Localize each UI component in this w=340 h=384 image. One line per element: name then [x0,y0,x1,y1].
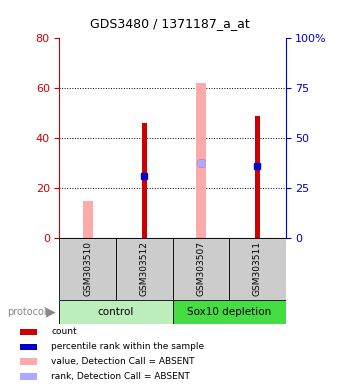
Bar [59,238,116,300]
Text: control: control [98,307,134,317]
Text: ▶: ▶ [46,306,55,318]
Text: value, Detection Call = ABSENT: value, Detection Call = ABSENT [51,357,194,366]
Text: protocol: protocol [7,307,47,317]
Text: GSM303507: GSM303507 [196,241,205,296]
Bar [59,300,173,324]
Text: rank, Detection Call = ABSENT: rank, Detection Call = ABSENT [51,372,190,381]
Bar [142,123,147,238]
Bar [116,238,173,300]
Text: GSM303510: GSM303510 [83,241,92,296]
Text: Sox10 depletion: Sox10 depletion [187,307,271,317]
Bar [173,300,286,324]
Text: percentile rank within the sample: percentile rank within the sample [51,342,204,351]
Text: GSM303511: GSM303511 [253,241,262,296]
Bar [173,238,229,300]
Text: GDS3480 / 1371187_a_at: GDS3480 / 1371187_a_at [90,17,250,30]
Bar [20,344,37,350]
Bar [20,373,37,380]
Text: GSM303512: GSM303512 [140,242,149,296]
Bar [20,329,37,335]
Bar [83,200,93,238]
Bar [20,359,37,365]
Bar [196,83,206,238]
Text: count: count [51,328,76,336]
Bar [255,116,260,238]
Bar [229,238,286,300]
